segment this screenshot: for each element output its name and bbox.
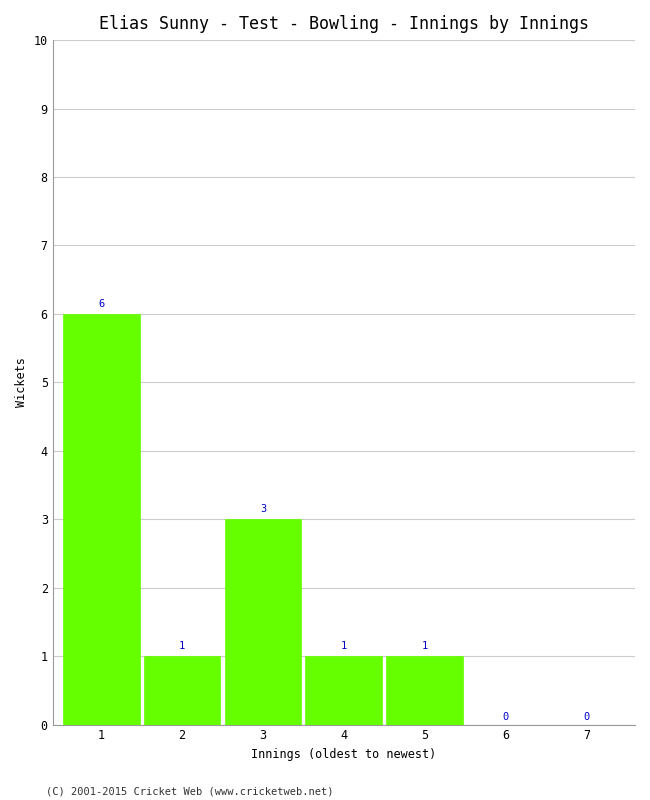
Bar	[386, 656, 463, 725]
Text: 0: 0	[502, 712, 509, 722]
Text: 1: 1	[341, 642, 347, 651]
Text: (C) 2001-2015 Cricket Web (www.cricketweb.net): (C) 2001-2015 Cricket Web (www.cricketwe…	[46, 786, 333, 796]
Text: 1: 1	[179, 642, 185, 651]
Title: Elias Sunny - Test - Bowling - Innings by Innings: Elias Sunny - Test - Bowling - Innings b…	[99, 15, 589, 33]
Text: 6: 6	[98, 299, 104, 309]
Text: 0: 0	[583, 712, 590, 722]
Text: 3: 3	[260, 505, 266, 514]
Bar	[224, 519, 302, 725]
X-axis label: Innings (oldest to newest): Innings (oldest to newest)	[251, 748, 436, 761]
Y-axis label: Wickets: Wickets	[15, 358, 28, 407]
Bar	[306, 656, 382, 725]
Text: 1: 1	[422, 642, 428, 651]
Bar	[63, 314, 140, 725]
Bar	[144, 656, 220, 725]
